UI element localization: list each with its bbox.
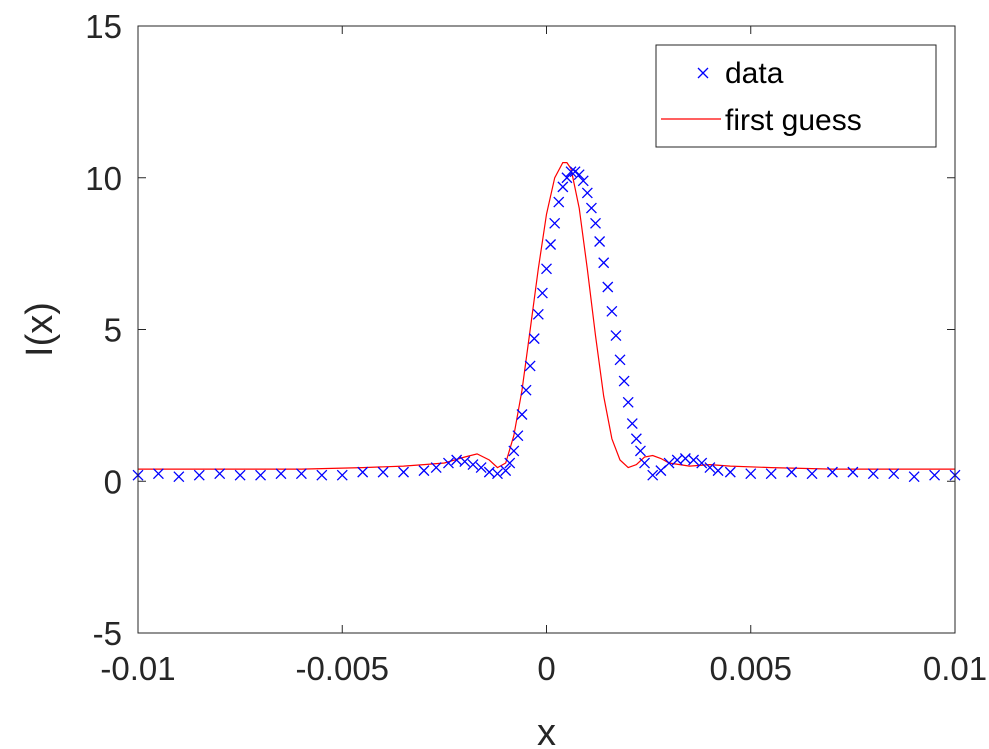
data-point (826, 466, 838, 478)
data-point (255, 469, 267, 481)
data-point (663, 457, 675, 469)
data-point (888, 468, 900, 480)
data-point (847, 466, 859, 478)
data-point (459, 456, 471, 467)
ticks: -0.01 -0.005 0 0.005 0.01 -5 0 5 10 15 (85, 8, 987, 687)
data-point (590, 217, 601, 229)
data-point (712, 465, 724, 477)
x-tick-label: 0.005 (709, 650, 792, 687)
data-point (577, 175, 589, 187)
data-point (704, 462, 716, 474)
legend: data first guess (655, 44, 937, 148)
data-point (557, 181, 569, 193)
data-point (634, 445, 646, 457)
data-point (443, 457, 454, 469)
first-guess-line (138, 162, 955, 470)
data-point (549, 217, 561, 229)
data-point (622, 396, 634, 408)
data-point (553, 196, 565, 208)
y-tick-label: 10 (85, 160, 122, 197)
data-point (585, 202, 597, 214)
data-point (316, 469, 328, 481)
data-point (639, 457, 650, 469)
data-point (193, 469, 205, 481)
data-point (565, 166, 577, 178)
data-point (618, 375, 630, 387)
data-point (336, 469, 348, 481)
data-point (598, 257, 610, 269)
data-point (626, 418, 638, 430)
data-point (475, 462, 487, 474)
x-tick-label: 0.01 (923, 650, 987, 687)
data-point (573, 169, 585, 181)
x-tick-label: -0.005 (295, 650, 389, 687)
data-point (504, 457, 516, 469)
y-tick-label: 5 (104, 312, 122, 349)
data-point (614, 354, 626, 366)
data-point (295, 468, 307, 480)
data-point (867, 468, 879, 480)
data-point (520, 384, 532, 396)
data-point (929, 469, 941, 481)
data-point (606, 305, 618, 317)
data-point (786, 466, 798, 478)
y-axis-title: I(x) (19, 302, 61, 357)
data-point (508, 445, 520, 457)
data-point (512, 430, 524, 442)
y-tick-label: 0 (104, 463, 122, 500)
data-point (430, 462, 442, 474)
data-point (696, 457, 708, 469)
y-tick-label: -5 (93, 615, 122, 652)
legend-marker-data (697, 67, 709, 79)
data-point (561, 172, 573, 184)
data-point (541, 263, 552, 275)
x-axis-title: x (537, 712, 556, 749)
data-point (357, 466, 369, 478)
data-point (500, 465, 512, 477)
data-point (724, 466, 736, 478)
data-point (630, 433, 642, 445)
data-point (275, 468, 287, 480)
data-point (745, 468, 757, 480)
data-point (602, 281, 614, 293)
data-point (806, 468, 818, 480)
data-point (532, 308, 544, 320)
x-tick-label: -0.01 (100, 650, 175, 687)
data-point (492, 468, 503, 480)
legend-box (655, 44, 937, 148)
data-point (234, 469, 246, 481)
data-point (524, 360, 536, 372)
data-point (528, 333, 540, 345)
plot-marks (132, 162, 961, 483)
data-point (536, 287, 548, 299)
x-tick-label: 0 (537, 650, 555, 687)
data-point (214, 468, 226, 480)
data-point (581, 187, 593, 199)
data-point (152, 468, 164, 480)
data-point (688, 454, 700, 466)
data-point (765, 468, 777, 480)
data-point (377, 466, 389, 478)
data-point (594, 236, 606, 247)
data-point (610, 330, 622, 342)
data-point (467, 459, 479, 471)
legend-label-first-guess: first guess (725, 104, 862, 137)
data-point (647, 469, 659, 481)
data-point (545, 239, 557, 250)
y-tick-label: 15 (85, 8, 122, 45)
data-point (173, 471, 185, 483)
data-point (398, 466, 409, 478)
data-point (908, 471, 920, 483)
legend-x-marker (697, 67, 709, 79)
legend-label-data: data (725, 57, 784, 90)
data-point (418, 465, 430, 477)
data-point (516, 409, 528, 420)
